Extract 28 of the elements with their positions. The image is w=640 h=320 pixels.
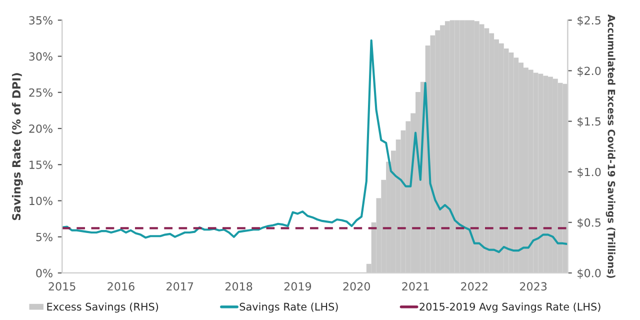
x-tick-label: 2023 — [520, 282, 547, 291]
x-tick-label: 2022 — [461, 282, 488, 291]
y-tick-label: 0% — [36, 268, 52, 278]
y2-tick-label: $2.5 — [578, 16, 600, 26]
y2-tick-label: $2.0 — [578, 66, 601, 77]
y-tick-label: 10% — [30, 196, 52, 206]
y-axis-title: Savings Rate (% of DPI) — [12, 73, 23, 220]
y2-tick-label: $0.0 — [578, 268, 601, 279]
legend-label: Excess Savings (RHS) — [47, 302, 158, 313]
y-tick-label: 5% — [36, 232, 52, 242]
y2-tick-label: $1.5 — [578, 117, 600, 128]
x-tick-label: 2020 — [343, 282, 370, 291]
legend-label: Savings Rate (LHS) — [240, 302, 338, 313]
x-tick-label: 2017 — [166, 282, 194, 291]
y-tick-label: 20% — [29, 124, 52, 133]
y-tick-label: 35% — [29, 16, 52, 25]
y2-tick-label: $1.0 — [578, 168, 601, 178]
y-tick-label: 30% — [29, 52, 52, 61]
x-tick-label: 2018 — [225, 282, 252, 291]
x-tick-label: 2019 — [284, 282, 312, 291]
y2-tick-label: $0.5 — [578, 218, 600, 228]
y2-axis-title: Accumulated Excess Covid-19 Savings (Trillions) — [606, 14, 616, 278]
y-tick-label: 15% — [30, 160, 52, 169]
x-tick-label: 2016 — [108, 282, 134, 291]
y-tick-label: 25% — [29, 88, 52, 97]
legend-label: 2015-2019 Avg Savings Rate (LHS) — [420, 302, 600, 313]
x-tick-label: 2021 — [402, 282, 429, 291]
x-tick-label: 2015 — [48, 282, 76, 291]
